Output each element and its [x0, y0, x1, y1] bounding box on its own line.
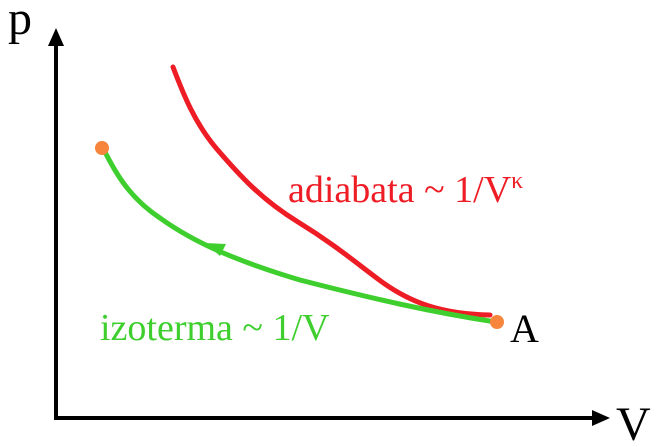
adiabatic-label-main: adiabata ~ 1/V [288, 169, 512, 211]
x-axis-arrowhead [592, 410, 610, 426]
point-a-marker [490, 315, 504, 329]
isotherm-start-marker [95, 141, 109, 155]
isothermal-label: izoterma ~ 1/V [100, 307, 330, 349]
x-axis-label: V [616, 398, 651, 447]
point-a-label: A [510, 306, 539, 351]
isothermal-curve [101, 147, 499, 325]
adiabatic-curve [170, 64, 493, 318]
adiabatic-label-exponent: κ [511, 168, 523, 194]
y-axis-arrowhead [48, 28, 64, 46]
y-axis-label: p [8, 0, 32, 45]
isotherm-direction-arrow [205, 243, 226, 256]
axes [48, 28, 610, 426]
adiabatic-label: adiabata ~ 1/Vκ [288, 168, 523, 211]
